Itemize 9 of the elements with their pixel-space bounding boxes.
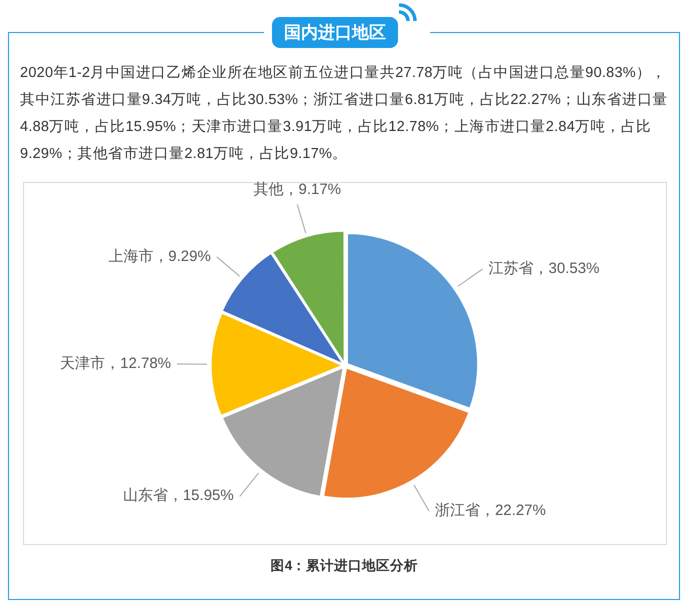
slice-label: 上海市，9.29% [108,246,211,267]
slice-label: 浙江省，22.27% [434,501,546,521]
chart-subtitle: 2020年1-2月中国进口乙烯企业所在地区前五位进口量共27.78万吨（占中国进口总量90.83%），其中江苏省进口量9.34万吨，占比30.53%；浙江省进口量6.81万吨，占比22.27%；山东省进口量4.88万吨，占比15.95%；天津市进口量3.91万吨，占比12.78%；上海市进口量2.84万吨，占比9.29%；其他省市进口量2.81万吨，占比9.17%。 [20,64,669,164]
slice-label: 其他，9.17% [253,180,342,200]
slice-label: 天津市，12.78% [60,354,172,374]
slice-label: 山东省，15.95% [122,486,234,506]
slice-label: 江苏省，30.53% [488,259,600,280]
chart-title: 国内进口地区 [272,17,398,48]
caption: 图4：累计进口地区分析 [270,557,420,575]
